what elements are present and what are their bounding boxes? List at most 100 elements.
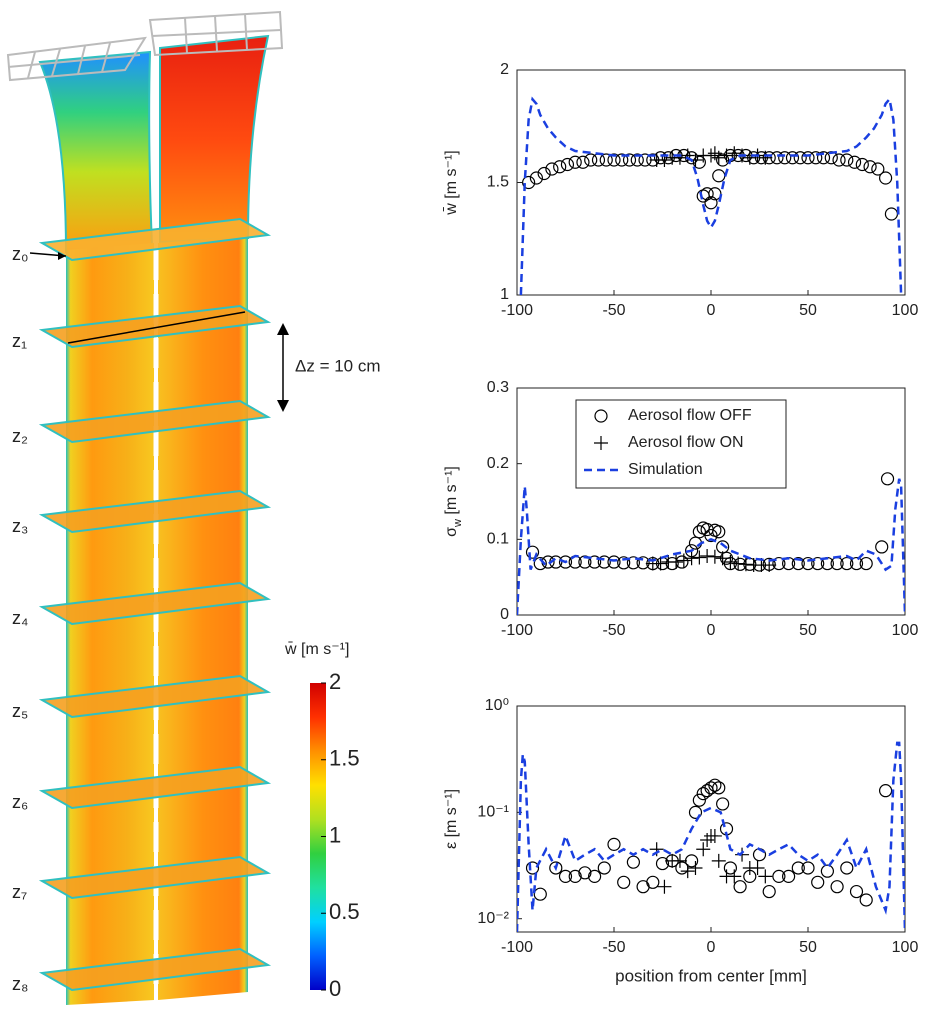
- point: [704, 196, 718, 210]
- point: [809, 151, 823, 165]
- point: [723, 861, 738, 875]
- z-label: z₄: [12, 608, 28, 628]
- point: [772, 869, 786, 883]
- z-label: z₇: [12, 882, 27, 902]
- point: [533, 556, 547, 571]
- y-tick-label: 1.5: [487, 174, 509, 191]
- dz-label: Δz = 10 cm: [295, 356, 381, 375]
- point: [801, 861, 815, 875]
- y-tick-label: 2: [500, 61, 509, 78]
- legend-label: Aerosol flow ON: [628, 434, 744, 451]
- point: [696, 842, 711, 857]
- point: [669, 555, 684, 570]
- slice-plane: [38, 855, 272, 900]
- point: [785, 151, 800, 165]
- point: [626, 855, 641, 869]
- plot-frame: [516, 705, 906, 933]
- y-axis-label-part: w̄ [m s⁻¹]: [443, 150, 460, 215]
- z-label: z₅: [12, 701, 28, 721]
- y-axis-label: w̄ [m s⁻¹]: [443, 150, 460, 215]
- point: [676, 553, 691, 568]
- point: [758, 869, 773, 884]
- point: [529, 171, 544, 185]
- point: [711, 150, 726, 165]
- point: [700, 832, 715, 847]
- colorbar-tick-label: 2: [329, 669, 341, 694]
- point: [688, 805, 703, 819]
- point: [626, 556, 641, 570]
- point: [704, 781, 718, 795]
- point: [715, 551, 730, 566]
- point: [840, 861, 854, 875]
- point: [716, 153, 730, 167]
- chart: -100 -50 0 50 100 1 1.5 2 w̄ [m s⁻¹]: [443, 61, 919, 319]
- point: [811, 875, 825, 889]
- x-tick-label: -50: [602, 622, 625, 639]
- point: [525, 545, 540, 559]
- z-label: z₂: [12, 426, 28, 446]
- point: [607, 837, 621, 851]
- x-tick-label: -100: [501, 939, 533, 956]
- x-tick-label: -50: [602, 302, 625, 319]
- point: [545, 162, 559, 176]
- point: [793, 151, 807, 165]
- slice-plane: [38, 304, 272, 349]
- y-tick-label: 10⁰: [485, 697, 509, 714]
- point: [820, 864, 835, 878]
- point: [707, 828, 722, 843]
- slice-plane: [38, 765, 272, 810]
- point: [791, 861, 805, 875]
- left-inlet: [38, 50, 154, 254]
- point: [859, 893, 873, 907]
- x-tick-label: -100: [501, 302, 533, 319]
- slice-planes: [38, 217, 272, 992]
- point: [692, 793, 706, 807]
- x-tick-label: 0: [707, 302, 716, 319]
- legend-box: [575, 399, 787, 489]
- legend-swatch: [594, 409, 608, 423]
- point: [762, 884, 776, 899]
- point: [533, 887, 547, 901]
- point: [568, 869, 582, 883]
- point: [700, 548, 715, 563]
- point: [742, 150, 757, 165]
- point: [672, 150, 687, 165]
- x-axis-label: position from center [mm]: [615, 966, 807, 985]
- z-label: z₈: [12, 974, 28, 994]
- colorbar-tick-label: 1: [329, 822, 341, 847]
- x-tick-label: 100: [892, 622, 919, 639]
- slice-plane: [38, 674, 272, 719]
- point: [587, 869, 602, 883]
- point: [630, 153, 644, 167]
- cfd-render: Δz = 10 cm: [6, 10, 381, 1005]
- plot-frame: [516, 69, 906, 296]
- y-axis-label-part: [m s⁻¹]: [443, 466, 460, 519]
- point: [584, 153, 598, 167]
- point: [781, 869, 796, 883]
- point: [636, 556, 650, 570]
- x-tick-label: -100: [501, 622, 533, 639]
- x-tick-label: 0: [707, 622, 716, 639]
- point: [727, 869, 742, 884]
- point: [708, 778, 722, 792]
- point: [711, 853, 726, 868]
- dz-arrowhead: [277, 400, 289, 412]
- legend-swatch: [594, 436, 608, 450]
- point: [568, 155, 582, 169]
- z0-arrowhead: [58, 252, 66, 260]
- point: [738, 557, 753, 572]
- point: [878, 784, 893, 798]
- point: [680, 148, 695, 163]
- point: [692, 155, 706, 169]
- point: [847, 155, 862, 169]
- point: [758, 150, 773, 165]
- x-tick-label: 100: [892, 939, 919, 956]
- point: [859, 556, 873, 571]
- dz-arrowhead: [277, 323, 289, 335]
- x-tick-label: 0: [707, 939, 716, 956]
- point: [622, 153, 637, 167]
- point: [855, 157, 869, 172]
- point: [692, 525, 706, 539]
- y-axis-label: σw [m s⁻¹]: [443, 466, 464, 537]
- y-tick-label: 0.2: [487, 455, 509, 472]
